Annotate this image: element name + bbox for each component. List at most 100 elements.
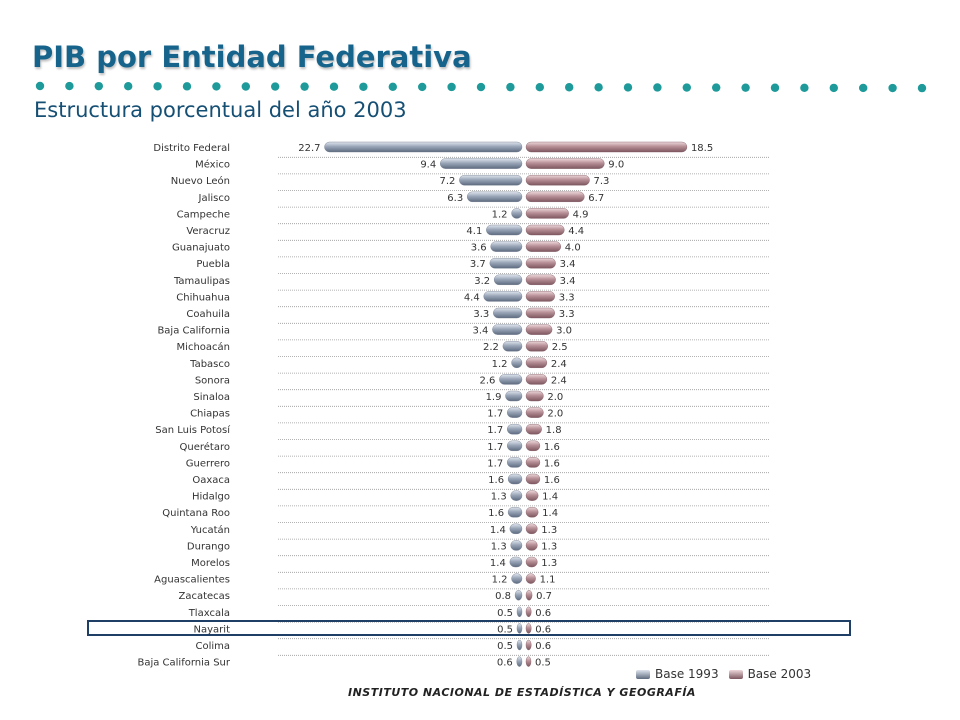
divider-dot <box>859 83 868 93</box>
value-label-1993: 9.4 <box>420 160 436 171</box>
bar-base-2003 <box>525 158 605 169</box>
bar-base-2003 <box>525 623 532 634</box>
bar-base-1993 <box>509 556 523 568</box>
value-label-1993: 3.7 <box>470 259 486 270</box>
value-label-2003: 2.5 <box>552 342 568 353</box>
bar-base-1993 <box>490 241 523 252</box>
page-subtitle: Estructura porcentual del año 2003 <box>34 98 407 122</box>
legend-swatch-1993 <box>636 669 650 679</box>
value-label-2003: 1.4 <box>542 508 558 519</box>
value-label-1993: 1.3 <box>491 492 507 503</box>
divider-dot <box>682 83 691 92</box>
divider-dot <box>212 82 221 91</box>
value-label-2003: 3.4 <box>560 276 576 287</box>
dot-divider <box>35 81 927 93</box>
value-label-1993: 4.1 <box>466 226 482 237</box>
value-label-2003: 2.0 <box>547 392 563 403</box>
bar-base-2003 <box>525 639 532 651</box>
bar-base-2003 <box>525 374 548 385</box>
bar-base-2003 <box>525 341 548 352</box>
category-label: Michoacán <box>177 341 230 353</box>
value-label-1993: 3.6 <box>471 243 487 254</box>
legend-label-1993: Base 1993 <box>655 667 719 681</box>
divider-dot <box>770 83 780 92</box>
category-label: Aguascalientes <box>154 575 230 586</box>
divider-dot <box>418 82 427 92</box>
category-label: Chihuahua <box>176 292 230 303</box>
value-label-2003: 0.6 <box>535 641 551 652</box>
bar-base-1993 <box>483 291 523 302</box>
value-label-1993: 3.4 <box>473 326 489 337</box>
value-label-1993: 3.2 <box>474 276 490 287</box>
bar-base-1993 <box>514 590 523 601</box>
bar-base-1993 <box>499 374 523 385</box>
value-label-1993: 1.6 <box>488 475 504 486</box>
bar-base-2003 <box>525 357 548 368</box>
category-label: Morelos <box>191 558 230 569</box>
category-label: Baja California <box>157 326 230 337</box>
category-label: Chiapas <box>190 409 230 420</box>
bar-base-1993 <box>492 324 523 335</box>
category-label: Oaxaca <box>192 475 230 486</box>
category-label: México <box>195 159 230 171</box>
bar-base-1993 <box>516 623 523 634</box>
legend-item-2003: Base 2003 <box>728 667 811 681</box>
value-label-2003: 18.5 <box>691 143 713 154</box>
bar-base-1993 <box>507 507 523 518</box>
value-label-2003: 2.4 <box>551 375 567 386</box>
value-label-2003: 3.4 <box>560 259 576 270</box>
divider-dot <box>94 81 104 91</box>
bar-base-2003 <box>525 274 556 285</box>
divider-dot <box>565 83 574 92</box>
divider-dot <box>359 82 368 91</box>
value-label-1993: 4.4 <box>464 292 480 303</box>
value-label-1993: 1.3 <box>491 541 507 552</box>
value-label-1993: 2.2 <box>483 342 499 353</box>
value-label-1993: 1.4 <box>490 525 506 536</box>
category-label: Tabasco <box>189 359 230 370</box>
bar-base-1993 <box>511 573 523 584</box>
value-label-2003: 3.0 <box>556 326 572 337</box>
value-label-1993: 7.2 <box>439 176 455 187</box>
value-label-1993: 22.7 <box>298 143 320 154</box>
category-label: Distrito Federal <box>153 143 230 154</box>
divider-dot <box>124 82 133 91</box>
category-label: Guerrero <box>186 458 230 469</box>
divider-dot <box>800 83 809 93</box>
bar-base-2003 <box>525 324 553 335</box>
bar-base-1993 <box>516 656 523 667</box>
divider-dot <box>153 82 162 91</box>
divider-dot <box>476 82 486 92</box>
bar-base-1993 <box>507 407 523 418</box>
bar-base-2003 <box>525 191 585 203</box>
value-label-1993: 1.6 <box>488 508 504 519</box>
bar-base-1993 <box>489 258 523 269</box>
divider-dot <box>917 83 927 93</box>
value-label-2003: 1.8 <box>546 425 562 436</box>
bar-base-1993 <box>505 390 523 402</box>
value-label-2003: 1.3 <box>541 541 557 552</box>
value-label-2003: 3.3 <box>559 292 575 303</box>
value-label-2003: 0.6 <box>535 608 551 619</box>
value-label-1993: 0.5 <box>497 608 513 619</box>
bar-base-2003 <box>525 424 542 435</box>
category-label: Puebla <box>196 259 230 270</box>
value-label-2003: 4.0 <box>565 243 581 254</box>
butterfly-bar-chart: Distrito Federal 22.7 18.5 México 9.4 9.0 Nuev… <box>137 141 770 669</box>
value-label-1993: 0.6 <box>497 658 513 669</box>
value-label-1993: 2.6 <box>479 375 495 386</box>
bar-base-2003 <box>525 307 555 319</box>
bar-base-2003 <box>525 606 532 617</box>
value-label-1993: 6.3 <box>447 193 463 204</box>
divider-dot <box>447 82 456 92</box>
value-label-2003: 2.4 <box>551 359 567 370</box>
bar-base-2003 <box>525 556 538 568</box>
highlight-box-nayarit <box>87 620 851 636</box>
bar-base-1993 <box>510 540 523 551</box>
category-label: Baja California Sur <box>137 658 230 669</box>
bar-base-1993 <box>440 158 523 169</box>
bar-base-1993 <box>466 191 523 203</box>
divider-dot <box>300 82 309 91</box>
bar-base-2003 <box>525 490 539 501</box>
divider-dot <box>271 82 280 91</box>
